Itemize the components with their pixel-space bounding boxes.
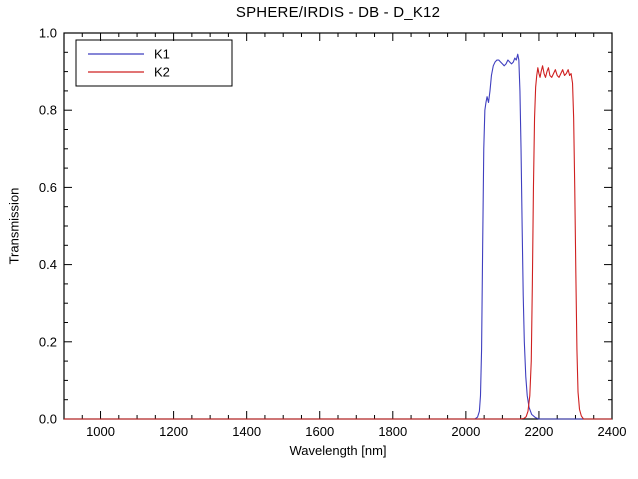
- legend-entry-label: K2: [154, 65, 170, 80]
- y-tick-label: 0.2: [39, 334, 57, 349]
- x-tick-label: 2400: [598, 424, 627, 439]
- x-axis-label: Wavelength [nm]: [289, 443, 387, 458]
- x-tick-label: 2200: [524, 424, 553, 439]
- x-tick-label: 1600: [305, 424, 334, 439]
- series-line-k1: [64, 53, 612, 420]
- x-tick-label: 1400: [232, 424, 261, 439]
- series-line-k2: [64, 65, 612, 420]
- x-tick-label: 1800: [378, 424, 407, 439]
- x-tick-label: 2000: [451, 424, 480, 439]
- y-tick-label: 0.4: [39, 257, 57, 272]
- plot-frame: [63, 32, 613, 420]
- y-tick-label: 0.0: [39, 412, 57, 427]
- y-tick-label: 1.0: [39, 26, 57, 41]
- chart-title: SPHERE/IRDIS - DB - D_K12: [235, 4, 441, 21]
- legend-box: [75, 39, 233, 87]
- y-tick-label: 0.6: [39, 180, 57, 195]
- legend-entry-label: K1: [154, 47, 170, 62]
- y-tick-label: 0.8: [39, 103, 57, 118]
- x-tick-label: 1000: [86, 424, 115, 439]
- x-tick-label: 1200: [159, 424, 188, 439]
